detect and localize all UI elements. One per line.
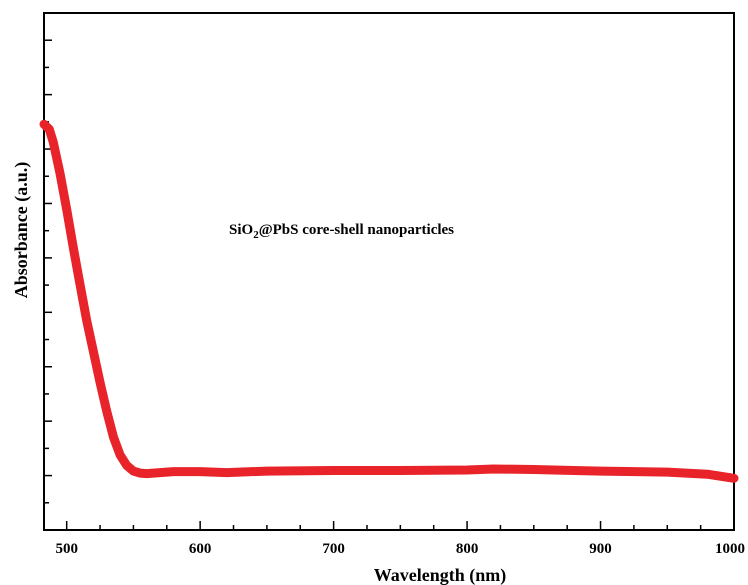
data-point xyxy=(50,139,57,146)
data-point xyxy=(77,281,83,288)
x-tick-label: 1000 xyxy=(715,541,745,557)
data-point xyxy=(143,470,150,477)
annotation-prefix: SiO xyxy=(229,222,253,238)
data-point xyxy=(223,469,230,476)
data-point xyxy=(170,468,177,475)
data-point xyxy=(97,379,104,386)
data-point xyxy=(530,466,537,473)
data-point xyxy=(70,245,77,252)
data-point xyxy=(197,468,204,475)
data-point xyxy=(157,469,164,476)
x-axis-tick-labels: 500 600 700 800 900 1000 xyxy=(55,541,745,557)
data-point xyxy=(570,467,577,474)
x-tick-label: 700 xyxy=(322,541,345,557)
data-point xyxy=(263,468,270,475)
data-point xyxy=(46,126,53,133)
x-tick-label: 500 xyxy=(55,541,78,557)
x-axis-ticks xyxy=(65,521,735,530)
data-point xyxy=(731,475,737,482)
series-line xyxy=(39,119,739,483)
data-point xyxy=(330,467,337,474)
data-point xyxy=(130,468,137,475)
plot-frame xyxy=(43,12,735,531)
x-tick-label: 600 xyxy=(189,541,212,557)
data-point xyxy=(117,452,124,458)
y-axis-label: Absorbance (a.u.) xyxy=(11,162,32,299)
data-point xyxy=(103,408,110,415)
data-point xyxy=(397,467,404,474)
data-point xyxy=(597,468,604,475)
data-point xyxy=(464,467,471,473)
annotation-subscript: 2 xyxy=(253,229,259,241)
x-tick-label: 900 xyxy=(589,541,612,557)
data-point xyxy=(57,170,63,177)
data-point xyxy=(90,348,97,355)
series-layer xyxy=(39,119,739,483)
data-point xyxy=(137,470,144,477)
data-point xyxy=(490,466,497,472)
data-point xyxy=(41,121,47,128)
data-point xyxy=(63,206,70,213)
data-point xyxy=(110,433,117,440)
x-axis-label: Wavelength (nm) xyxy=(374,565,507,585)
data-point xyxy=(83,317,90,324)
data-point xyxy=(664,469,671,476)
y-axis-ticks xyxy=(44,39,52,504)
data-point xyxy=(123,462,130,469)
annotation-suffix: @PbS core-shell nanoparticles xyxy=(259,222,454,238)
annotation-label: SiO2@PbS core-shell nanoparticles xyxy=(229,222,454,241)
x-tick-label: 800 xyxy=(456,541,479,557)
data-point xyxy=(704,471,711,478)
